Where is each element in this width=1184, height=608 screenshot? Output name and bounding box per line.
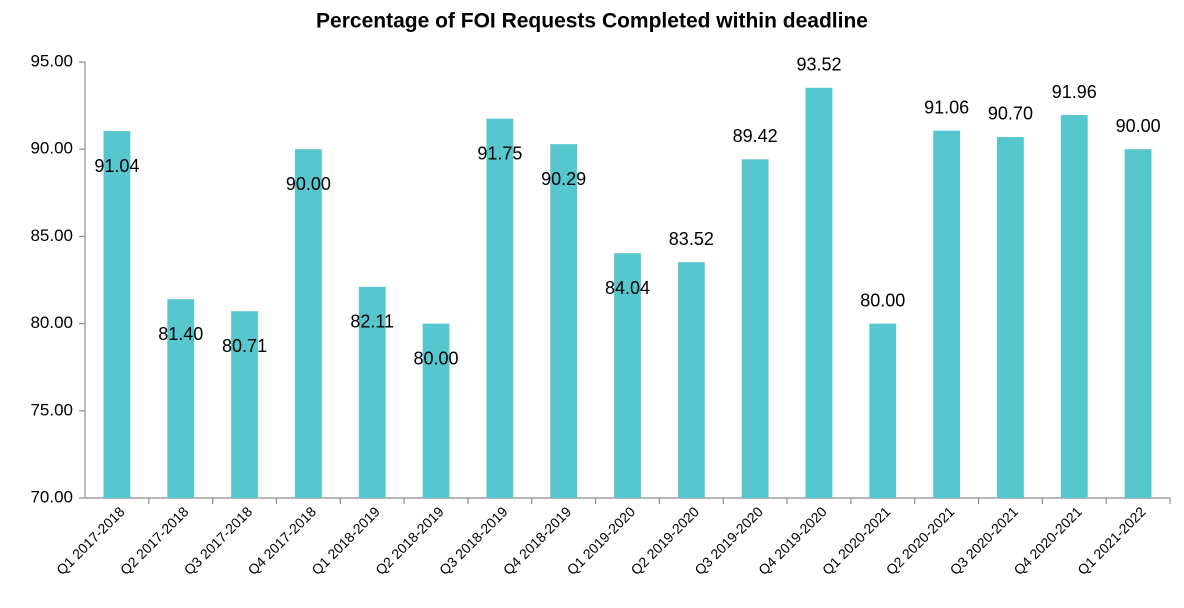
bar [486,118,514,499]
value-label: 83.52 [669,229,714,249]
value-label: 82.11 [350,312,394,332]
value-label: 90.00 [1116,116,1161,136]
bar [1060,115,1088,498]
bar [294,149,322,498]
chart-title: Percentage of FOI Requests Completed wit… [316,10,868,33]
bar [805,87,833,498]
value-label: 91.04 [94,156,139,176]
bar [997,136,1024,498]
value-label: 93.52 [796,55,841,75]
value-label: 90.70 [988,104,1033,124]
bar [231,311,258,498]
value-label: 80.71 [222,336,267,356]
bar [869,323,897,498]
y-tick-label: 95.00 [30,51,73,70]
bar [103,131,131,499]
value-label: 89.42 [733,126,778,146]
bar [614,253,641,498]
y-tick-label: 90.00 [30,139,73,158]
bar [550,144,578,498]
y-tick-label: 80.00 [30,313,73,332]
bar [358,286,386,498]
value-label: 84.04 [605,278,650,298]
value-label: 80.00 [414,348,459,368]
value-label: 91.75 [477,143,522,163]
bar [741,159,769,499]
y-tick-label: 75.00 [30,400,73,419]
value-label: 91.96 [1052,82,1097,102]
y-tick-label: 85.00 [30,226,73,245]
bar [422,323,450,498]
bar [677,262,705,498]
value-label: 90.00 [286,174,331,194]
bar [167,299,195,498]
value-label: 91.06 [924,97,969,117]
y-tick-label: 70.00 [30,487,73,506]
value-label: 80.00 [860,290,905,310]
bar [933,130,961,498]
x-tick-label: Q1 2021-2022 [1074,503,1149,578]
bar [1124,149,1152,498]
value-label: 90.29 [541,169,586,189]
value-label: 81.40 [158,324,203,344]
